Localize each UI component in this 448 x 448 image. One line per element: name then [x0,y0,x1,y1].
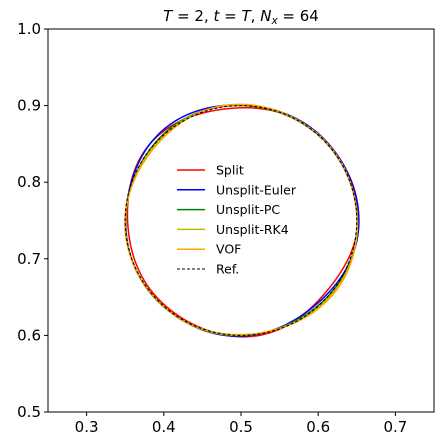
chart-title-part: T [241,7,252,25]
chart-title-part: x [270,15,278,27]
legend-label: Split [216,163,244,178]
chart-title-part: = 64 [278,7,319,25]
x-tick-label: 0.6 [306,418,330,436]
chart-title-part: T [163,7,174,25]
y-tick-label: 0.5 [17,403,41,421]
x-tick-label: 0.7 [383,418,407,436]
chart-title-part: N [260,7,271,25]
y-tick-label: 1.0 [17,20,41,38]
chart-title-part: t [213,7,220,25]
legend-label: Ref. [216,262,239,277]
series-line-ref [124,105,358,336]
plot-frame [47,28,435,413]
chart-title-part: , [251,7,261,25]
legend-label: Unsplit-PC [216,202,280,217]
chart-title-part: = [219,7,241,25]
legend-label: Unsplit-RK4 [216,222,289,237]
legend: Split Unsplit-Euler Unsplit-PC Unsplit-RK4 V… [177,163,297,277]
legend-label: Unsplit-Euler [216,182,297,197]
y-tick-label: 0.9 [17,97,41,115]
x-axis: 0.3 0.4 0.5 0.6 0.7 [75,412,407,436]
y-tick-label: 0.8 [17,173,41,191]
x-tick-label: 0.5 [229,418,253,436]
y-tick-label: 0.7 [17,250,41,268]
chart-title: T = 2, t = T, Nx = 64 [163,7,319,27]
x-tick-label: 0.4 [152,418,176,436]
series-layer [124,103,360,338]
chart-title-part: = 2, [172,7,213,25]
y-axis: 0.5 0.6 0.7 0.8 0.9 1.0 [17,20,48,421]
y-tick-label: 0.6 [17,326,41,344]
x-tick-label: 0.3 [75,418,99,436]
legend-label: VOF [216,242,241,257]
